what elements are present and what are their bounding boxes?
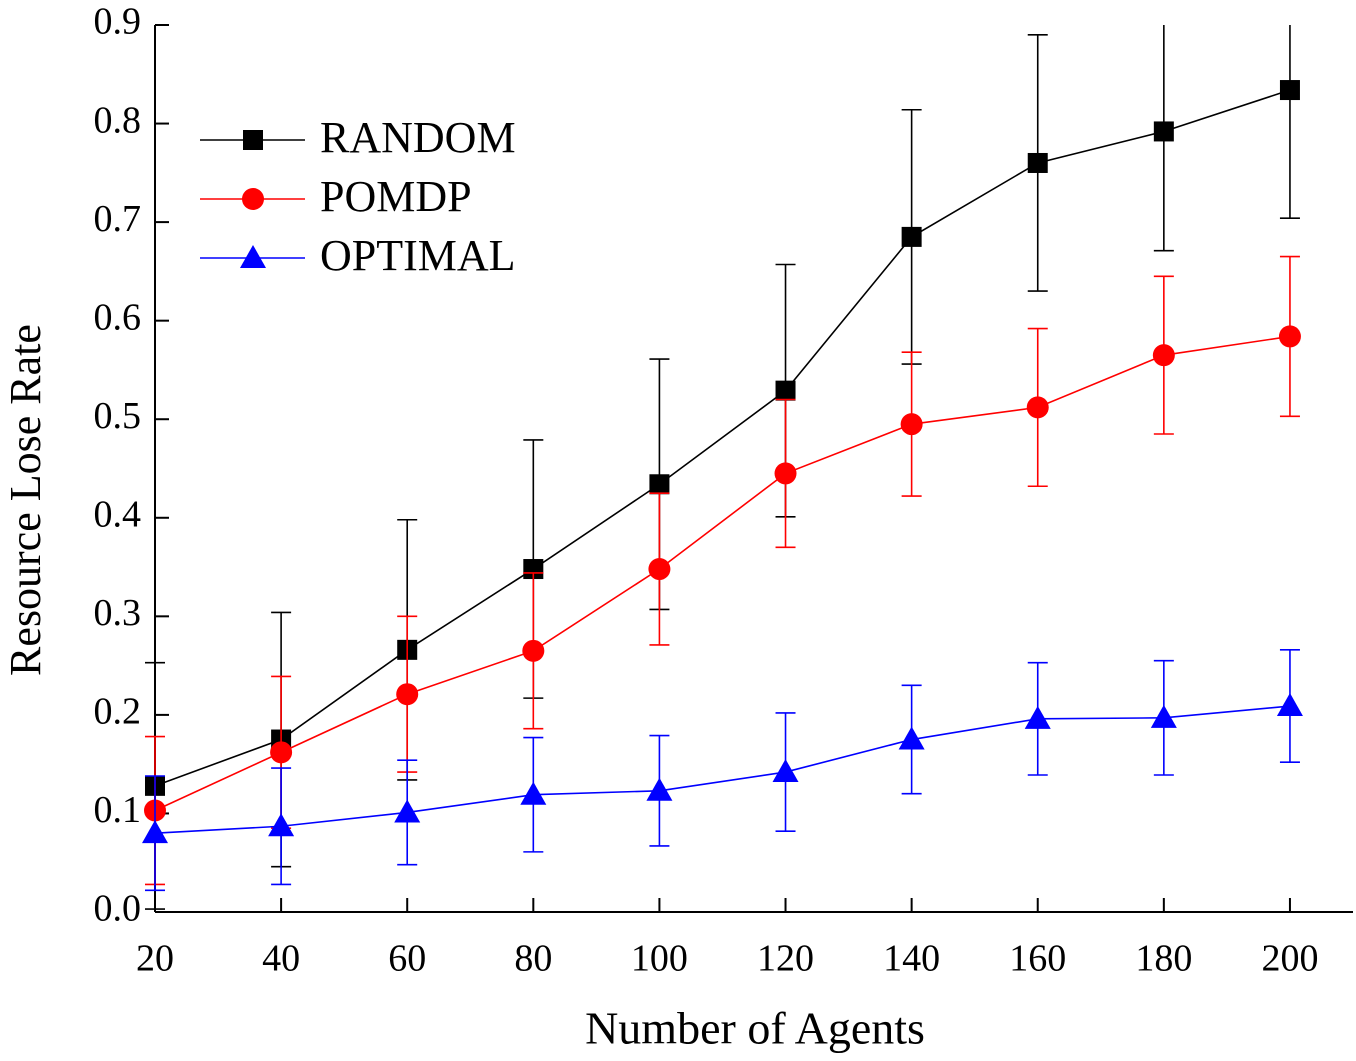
series-line bbox=[154, 705, 1291, 834]
y-tick-label: 0.7 bbox=[94, 198, 142, 240]
y-tick-label: 0.6 bbox=[94, 296, 142, 338]
marker bbox=[1278, 325, 1301, 348]
x-tick-label: 80 bbox=[514, 938, 552, 980]
marker bbox=[1276, 693, 1303, 717]
plot-area bbox=[142, 25, 1303, 910]
marker bbox=[1150, 704, 1177, 728]
x-tick-label: 120 bbox=[757, 938, 814, 980]
y-tick-label: 0.0 bbox=[94, 888, 142, 930]
y-tick-label: 0.2 bbox=[94, 691, 142, 733]
marker bbox=[772, 759, 799, 783]
marker bbox=[1024, 705, 1051, 729]
marker bbox=[268, 813, 295, 837]
marker bbox=[520, 781, 547, 805]
legend-label: OPTIMAL bbox=[320, 231, 516, 280]
y-tick-label: 0.5 bbox=[94, 395, 142, 437]
y-tick-label: 0.9 bbox=[94, 1, 142, 43]
x-tick-label: 60 bbox=[388, 938, 426, 980]
x-axis-label: Number of Agents bbox=[585, 1003, 925, 1054]
series-line bbox=[154, 89, 1291, 787]
y-tick-label: 0.4 bbox=[94, 493, 142, 535]
marker bbox=[270, 741, 293, 764]
x-tick-label: 180 bbox=[1135, 938, 1192, 980]
marker bbox=[774, 462, 797, 485]
y-tick-label: 0.1 bbox=[94, 789, 142, 831]
marker bbox=[901, 226, 922, 247]
error-bar bbox=[1279, 25, 1300, 219]
marker bbox=[1027, 152, 1048, 173]
x-tick-label: 40 bbox=[262, 938, 300, 980]
marker bbox=[1279, 80, 1300, 101]
marker bbox=[523, 559, 544, 580]
marker bbox=[242, 188, 264, 210]
marker bbox=[142, 820, 168, 844]
marker bbox=[243, 130, 263, 150]
x-tick-label: 160 bbox=[1009, 938, 1066, 980]
x-tick-label: 140 bbox=[883, 938, 940, 980]
marker bbox=[396, 683, 419, 706]
marker bbox=[898, 726, 925, 750]
marker bbox=[1026, 396, 1049, 419]
legend-label: RANDOM bbox=[320, 113, 516, 162]
x-tick-label: 20 bbox=[136, 938, 174, 980]
marker bbox=[900, 413, 923, 436]
x-tick-label: 200 bbox=[1261, 938, 1318, 980]
marker bbox=[646, 777, 673, 801]
y-tick-label: 0.8 bbox=[94, 99, 142, 141]
marker bbox=[775, 380, 796, 401]
y-axis-label: Resource Lose Rate bbox=[1, 324, 50, 676]
marker bbox=[394, 799, 421, 823]
marker bbox=[1153, 121, 1174, 142]
marker bbox=[522, 639, 545, 662]
y-tick-label: 0.3 bbox=[94, 592, 142, 634]
legend-label: POMDP bbox=[320, 172, 472, 221]
series-line bbox=[154, 335, 1291, 812]
x-tick-label: 100 bbox=[631, 938, 688, 980]
marker bbox=[240, 245, 266, 268]
marker bbox=[649, 474, 670, 495]
marker bbox=[648, 558, 671, 581]
marker bbox=[1152, 344, 1175, 367]
